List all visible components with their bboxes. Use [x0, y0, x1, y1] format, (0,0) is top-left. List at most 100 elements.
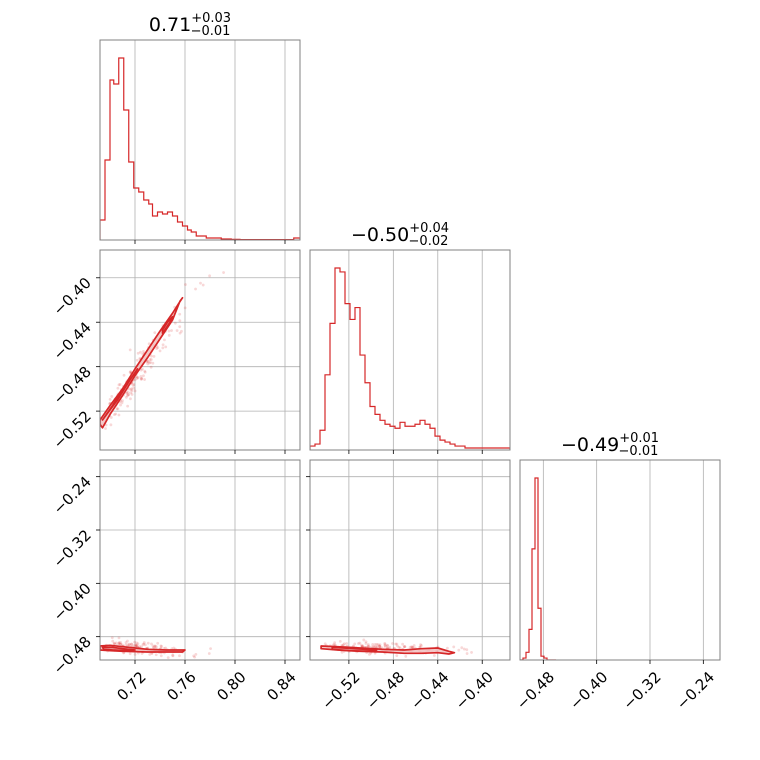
- scatter-point: [173, 321, 177, 325]
- scatter-point: [373, 643, 377, 646]
- scatter-point: [114, 412, 118, 416]
- scatter-point: [151, 361, 155, 365]
- scatter-point: [149, 365, 153, 369]
- scatter-point: [360, 645, 364, 648]
- y-tick-label: −0.40: [50, 579, 95, 624]
- title-plus: +0.01: [619, 431, 659, 446]
- scatter-point: [129, 391, 133, 395]
- scatter-point: [404, 654, 408, 658]
- scatter-point: [132, 383, 136, 386]
- scatter-point: [135, 358, 139, 362]
- scatter-point: [130, 642, 134, 646]
- scatter-point: [126, 643, 130, 647]
- scatter-point: [194, 652, 198, 656]
- scatter-point: [420, 644, 423, 647]
- scatter-point: [140, 645, 143, 649]
- scatter-point: [119, 641, 123, 644]
- scatter-point: [126, 394, 129, 398]
- scatter-point: [128, 652, 132, 656]
- scatter-point: [135, 644, 139, 648]
- scatter-point: [129, 388, 133, 392]
- scatter-point: [372, 645, 376, 649]
- scatter-point: [396, 644, 399, 648]
- scatter-point: [151, 644, 155, 648]
- scatter-point: [122, 651, 125, 655]
- scatter-point: [160, 645, 163, 648]
- scatter-point: [128, 370, 132, 374]
- scatter-point: [133, 640, 137, 644]
- scatter-point: [340, 650, 344, 654]
- scatter-point: [153, 644, 157, 648]
- scatter-point: [342, 642, 346, 646]
- scatter-point: [465, 648, 469, 652]
- scatter-point: [361, 644, 365, 648]
- contour-level-1: [331, 646, 378, 653]
- scatter-point: [338, 639, 342, 643]
- title-minus: −0.02: [409, 234, 449, 249]
- scatter-point: [159, 654, 163, 658]
- scatter-point: [411, 645, 414, 649]
- scatter-point: [129, 370, 133, 373]
- scatter-point: [156, 346, 160, 350]
- scatter-point: [125, 391, 129, 395]
- scatter-point: [178, 654, 181, 658]
- contour-level-1: [101, 646, 136, 652]
- scatter-point: [395, 642, 399, 646]
- scatter-point: [374, 645, 378, 649]
- panel-2-0: 0.72 0.76 0.80 0.84 −0.48 −0.40 −0.32 −0.24: [50, 459, 301, 704]
- scatter-point: [199, 281, 202, 285]
- panel-content: [100, 57, 300, 240]
- scatter-point: [172, 646, 176, 650]
- scatter-point: [201, 283, 205, 287]
- scatter-point: [142, 641, 146, 644]
- scatter-point: [104, 423, 108, 427]
- scatter-point: [366, 644, 370, 648]
- scatter-point: [470, 651, 473, 654]
- scatter-point: [114, 641, 118, 645]
- scatter-point: [178, 331, 182, 335]
- x-tick-label: −0.52: [318, 668, 363, 713]
- scatter-point: [418, 645, 422, 649]
- scatter-point: [180, 329, 183, 333]
- title-plus: +0.04: [409, 221, 449, 236]
- scatter-point: [323, 642, 327, 646]
- scatter-point: [163, 338, 166, 342]
- scatter-point: [368, 652, 371, 656]
- scatter-point: [395, 654, 399, 658]
- scatter-point: [129, 397, 132, 401]
- scatter-point: [141, 643, 145, 646]
- scatter-point: [140, 377, 143, 381]
- scatter-point: [391, 642, 394, 645]
- scatter-point: [222, 271, 225, 274]
- scatter-point: [353, 642, 357, 646]
- scatter-point: [109, 416, 113, 419]
- scatter-point: [112, 641, 116, 645]
- panel-frame: [99, 249, 301, 451]
- scatter-point: [156, 641, 160, 645]
- panel-title-1: −0.50+0.04 −0.02: [351, 221, 449, 249]
- scatter-point: [403, 645, 407, 649]
- scatter-point: [193, 655, 197, 659]
- scatter-point: [164, 646, 168, 650]
- scatter-point: [138, 645, 142, 649]
- scatter-point: [155, 347, 158, 350]
- scatter-point: [167, 329, 171, 333]
- scatter-point: [175, 329, 179, 332]
- scatter-point: [357, 642, 360, 645]
- scatter-point: [128, 348, 132, 352]
- y-tick-label: −0.48: [50, 363, 95, 408]
- scatter-point: [158, 349, 162, 353]
- scatter-point: [209, 647, 212, 651]
- panel-frame: [309, 249, 511, 451]
- scatter-point: [132, 644, 136, 647]
- scatter-point: [147, 342, 151, 346]
- scatter-point: [376, 643, 380, 647]
- scatter-point: [117, 413, 121, 417]
- scatter-point: [128, 643, 132, 647]
- contour-level-1: [101, 368, 139, 421]
- scatter-point: [383, 642, 387, 646]
- scatter-point: [133, 389, 137, 393]
- panel-0-0: 0.71+0.03 −0.01: [99, 11, 301, 244]
- scatter-point: [127, 387, 131, 391]
- scatter-point: [117, 642, 121, 646]
